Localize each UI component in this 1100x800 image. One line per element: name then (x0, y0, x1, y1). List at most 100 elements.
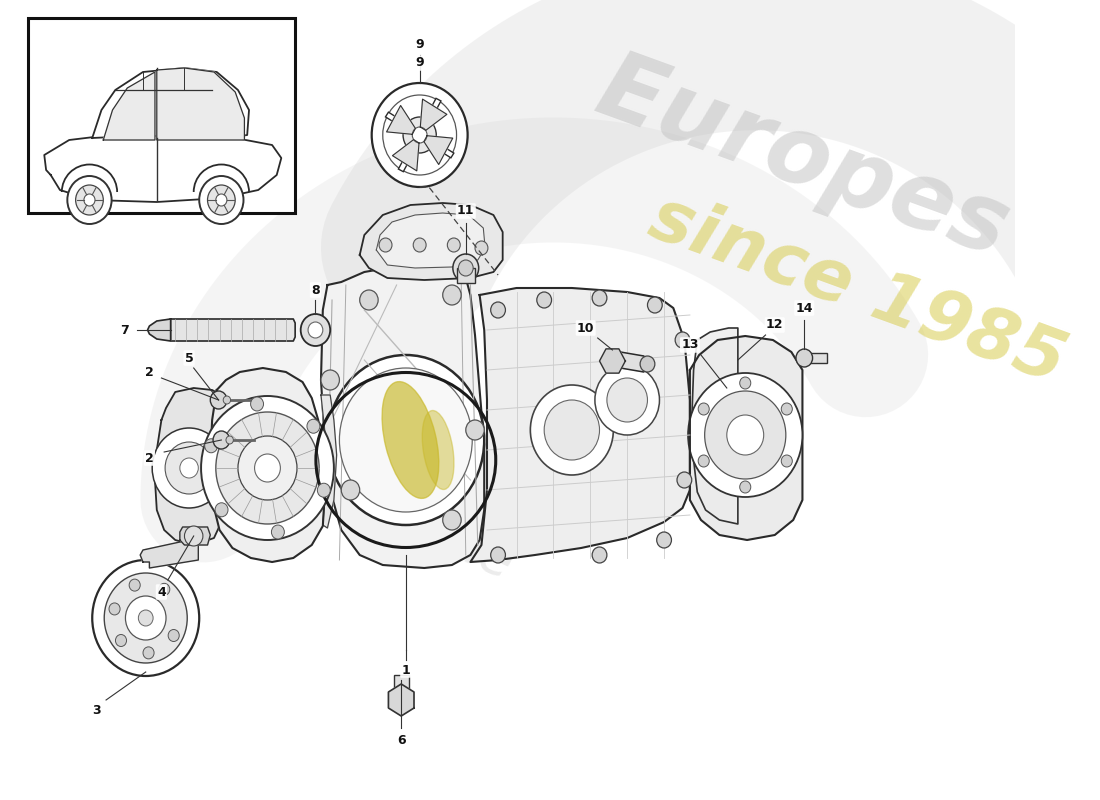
Circle shape (491, 547, 505, 563)
Text: 5: 5 (185, 351, 194, 365)
Circle shape (226, 436, 233, 444)
Circle shape (210, 391, 227, 409)
Circle shape (318, 483, 330, 498)
Circle shape (491, 302, 505, 318)
Text: 6: 6 (397, 734, 406, 746)
Polygon shape (608, 350, 648, 372)
Circle shape (307, 419, 320, 434)
Circle shape (272, 525, 284, 539)
Circle shape (475, 241, 488, 255)
Circle shape (223, 396, 231, 404)
Text: 3: 3 (92, 703, 101, 717)
Polygon shape (103, 72, 155, 140)
Polygon shape (692, 328, 738, 524)
Circle shape (676, 472, 692, 488)
Text: Europes: Europes (584, 43, 1021, 277)
Bar (800, 353, 827, 363)
Circle shape (165, 442, 213, 494)
Polygon shape (388, 684, 414, 716)
Circle shape (442, 285, 461, 305)
Circle shape (412, 127, 427, 143)
Circle shape (414, 238, 426, 252)
Circle shape (727, 415, 763, 455)
Polygon shape (690, 336, 802, 540)
Circle shape (544, 400, 600, 460)
Text: 12: 12 (766, 318, 783, 331)
Polygon shape (180, 527, 210, 545)
Text: since 1985: since 1985 (640, 183, 1075, 397)
Text: 11: 11 (456, 205, 474, 218)
Circle shape (379, 238, 392, 252)
Circle shape (199, 176, 243, 224)
Text: 14: 14 (795, 302, 813, 314)
Circle shape (705, 391, 785, 479)
Bar (456, 268, 475, 283)
Polygon shape (44, 133, 282, 202)
Circle shape (595, 365, 660, 435)
Circle shape (321, 370, 340, 390)
Circle shape (341, 480, 360, 500)
Circle shape (158, 583, 169, 595)
Polygon shape (321, 267, 484, 568)
Circle shape (104, 573, 187, 663)
Circle shape (238, 436, 297, 500)
Circle shape (530, 385, 614, 475)
Text: 7: 7 (120, 323, 129, 337)
Circle shape (168, 630, 179, 642)
Polygon shape (210, 368, 324, 562)
Ellipse shape (382, 382, 439, 498)
Circle shape (739, 377, 751, 389)
Circle shape (254, 454, 280, 482)
Circle shape (116, 634, 127, 646)
Circle shape (383, 95, 456, 175)
Text: 2: 2 (145, 451, 154, 465)
Circle shape (125, 596, 166, 640)
Circle shape (67, 176, 111, 224)
Circle shape (796, 349, 813, 367)
Bar (394, 675, 408, 703)
Circle shape (84, 194, 95, 206)
Circle shape (537, 292, 551, 308)
Circle shape (448, 238, 460, 252)
Polygon shape (360, 203, 503, 280)
Polygon shape (376, 213, 485, 268)
Polygon shape (420, 99, 447, 130)
Circle shape (607, 378, 648, 422)
Circle shape (92, 560, 199, 676)
Text: 4: 4 (157, 586, 166, 598)
Circle shape (180, 458, 198, 478)
Bar (28, 18, 295, 213)
Circle shape (308, 322, 322, 338)
Circle shape (592, 547, 607, 563)
Text: 10: 10 (576, 322, 594, 334)
Polygon shape (424, 136, 453, 165)
Circle shape (442, 510, 461, 530)
Circle shape (781, 455, 792, 467)
Text: parts online: parts online (216, 410, 521, 590)
Polygon shape (155, 388, 221, 545)
Circle shape (739, 481, 751, 493)
Circle shape (251, 397, 264, 411)
Text: 9: 9 (416, 38, 424, 51)
Circle shape (205, 438, 218, 453)
Circle shape (208, 185, 235, 215)
Circle shape (109, 603, 120, 615)
Circle shape (216, 502, 228, 517)
Circle shape (648, 297, 662, 313)
Circle shape (185, 526, 202, 546)
Circle shape (143, 647, 154, 659)
Circle shape (698, 403, 710, 415)
Circle shape (300, 314, 330, 346)
Text: 13: 13 (681, 338, 698, 351)
Polygon shape (157, 68, 244, 140)
Circle shape (216, 412, 319, 524)
Text: 1: 1 (402, 663, 410, 677)
Circle shape (689, 373, 802, 497)
Circle shape (213, 431, 230, 449)
Polygon shape (92, 68, 249, 138)
Circle shape (781, 403, 792, 415)
Circle shape (76, 185, 103, 215)
Text: 2: 2 (145, 366, 154, 378)
Circle shape (459, 260, 473, 276)
Circle shape (403, 117, 437, 153)
